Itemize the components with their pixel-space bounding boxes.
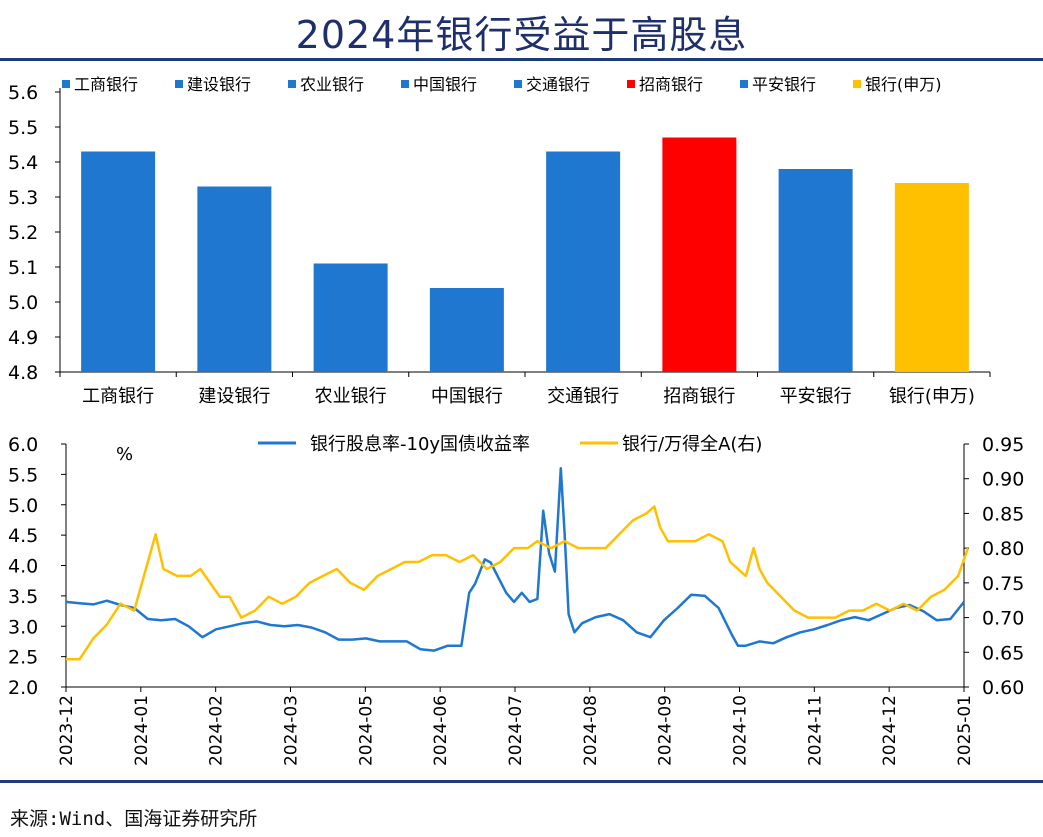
bar-marks: 工商银行 建设银行 农业银行 中国银行 交通银行 招商银行 平安银行 银行(申万) xyxy=(81,137,975,407)
bar-8 xyxy=(894,183,969,372)
bar-legend-swatch xyxy=(740,80,748,88)
bar-legend-swatch xyxy=(288,80,296,88)
line-left-tick-label: 5.0 xyxy=(8,495,38,517)
line-x-tick-label: 2024-12 xyxy=(880,695,900,766)
bar-legend-swatch xyxy=(853,80,861,88)
line-x-tick-label: 2024-08 xyxy=(581,695,601,766)
bar-legend-label: 交通银行 xyxy=(526,75,590,94)
footer-rule xyxy=(0,780,1043,783)
bar-category-label: 农业银行 xyxy=(315,386,387,407)
line-marks xyxy=(65,467,970,661)
bar-legend-swatch xyxy=(175,80,183,88)
line-legend-label: 银行/万得全A(右) xyxy=(622,434,762,455)
bar-5 xyxy=(546,151,621,372)
bar-2 xyxy=(197,186,272,372)
series-dividend-spread-line xyxy=(65,467,965,652)
line-x-tick-label: 2024-02 xyxy=(207,695,227,766)
line-x-tick-label: 2024-10 xyxy=(731,695,751,766)
bar-y-tick-label: 4.9 xyxy=(8,327,38,349)
line-x-tick-label: 2024-06 xyxy=(431,695,451,766)
bar-legend-label: 工商银行 xyxy=(74,75,138,94)
bar-chart: 工商银行 建设银行 农业银行 中国银行 交通银行 招商银行 平安银行 银行(申万) 4.84.… xyxy=(8,75,991,407)
bar-legend-swatch xyxy=(514,80,522,88)
bar-legend: 工商银行 建设银行 农业银行 中国银行 交通银行 招商银行 平安银行 银行(申万) xyxy=(62,75,942,94)
line-right-tick-label: 0.90 xyxy=(982,469,1024,491)
bar-legend-swatch xyxy=(62,80,70,88)
line-x-tick-label: 2024-03 xyxy=(282,695,302,766)
line-legend: 银行股息率-10y国债收益率 银行/万得全A(右) xyxy=(258,434,762,455)
line-x-tick-label: 2024-09 xyxy=(656,695,676,766)
bar-legend-label: 中国银行 xyxy=(413,75,477,94)
line-left-tick-label: 2.5 xyxy=(8,647,38,669)
bar-7 xyxy=(778,169,853,372)
bar-y-tick-label: 4.8 xyxy=(8,362,38,384)
bar-1 xyxy=(81,151,156,372)
bar-y-tick-label: 5.6 xyxy=(8,82,38,104)
line-left-tick-label: 4.5 xyxy=(8,525,38,547)
line-x-tick-label: 2024-05 xyxy=(356,695,376,766)
bar-y-tick-label: 5.3 xyxy=(8,187,38,209)
source-note: 来源:Wind、国海证券研究所 xyxy=(10,808,258,830)
bar-4 xyxy=(429,288,504,372)
line-chart-ylabel: % xyxy=(116,444,133,465)
bar-y-tick-label: 5.4 xyxy=(8,152,38,174)
bar-category-label: 交通银行 xyxy=(547,386,619,407)
line-chart: % 银行股息率-10y国债收益率 银行/万得全A(右) 2.0 2.5 3.0 3.5 4… xyxy=(8,434,1024,766)
line-right-tick-label: 0.95 xyxy=(982,434,1024,456)
bar-legend-label: 建设银行 xyxy=(187,75,251,94)
bar-category-label: 银行(申万) xyxy=(889,386,975,407)
bar-legend-swatch xyxy=(401,80,409,88)
line-x-tick-label: 2025-01 xyxy=(955,695,975,766)
bar-y-tick-label: 5.0 xyxy=(8,292,38,314)
bar-legend-swatch xyxy=(627,80,635,88)
line-left-tick-label: 5.5 xyxy=(8,464,38,486)
bar-category-label: 建设银行 xyxy=(198,386,270,407)
bar-y-tick-label: 5.5 xyxy=(8,117,38,139)
line-left-tick-label: 2.0 xyxy=(8,677,38,699)
bar-legend-label: 招商银行 xyxy=(639,75,703,94)
line-x-tick-label: 2024-01 xyxy=(132,695,152,766)
bar-3 xyxy=(313,263,388,372)
line-left-tick-label: 3.0 xyxy=(8,616,38,638)
line-left-tick-label: 4.0 xyxy=(8,556,38,578)
line-left-tick-label: 6.0 xyxy=(8,434,38,456)
bar-legend-label: 农业银行 xyxy=(300,75,364,94)
bar-6 xyxy=(662,137,737,372)
bar-category-label: 平安银行 xyxy=(780,386,852,407)
bar-legend-label: 平安银行 xyxy=(752,75,816,94)
line-legend-label: 银行股息率-10y国债收益率 xyxy=(310,434,530,455)
bar-category-label: 中国银行 xyxy=(431,386,503,407)
line-right-tick-label: 0.85 xyxy=(982,503,1024,525)
line-right-tick-label: 0.75 xyxy=(982,573,1024,595)
line-left-tick-label: 3.5 xyxy=(8,586,38,608)
line-right-tick-label: 0.60 xyxy=(982,677,1024,699)
bar-y-tick-label: 5.2 xyxy=(8,222,38,244)
line-x-tick-label: 2023-12 xyxy=(57,695,77,766)
line-right-tick-label: 0.70 xyxy=(982,608,1024,630)
bar-legend-label: 银行(申万) xyxy=(865,75,942,94)
bar-y-tick-label: 5.1 xyxy=(8,257,38,279)
line-right-tick-label: 0.65 xyxy=(982,642,1024,664)
line-x-tick-label: 2024-11 xyxy=(805,695,825,766)
series-bank-relative-line xyxy=(66,505,970,661)
page-title: 2024年银行受益于高股息 xyxy=(295,13,748,57)
line-axes: 2.0 2.5 3.0 3.5 4.0 4.5 5.0 5.5 6.0 0.60 0.65 0.70 0… xyxy=(8,434,1024,766)
line-right-tick-label: 0.80 xyxy=(982,538,1024,560)
bar-category-label: 招商银行 xyxy=(663,386,735,407)
line-x-tick-label: 2024-07 xyxy=(506,695,526,766)
bar-category-label: 工商银行 xyxy=(82,386,154,407)
title-rule xyxy=(0,58,1043,61)
